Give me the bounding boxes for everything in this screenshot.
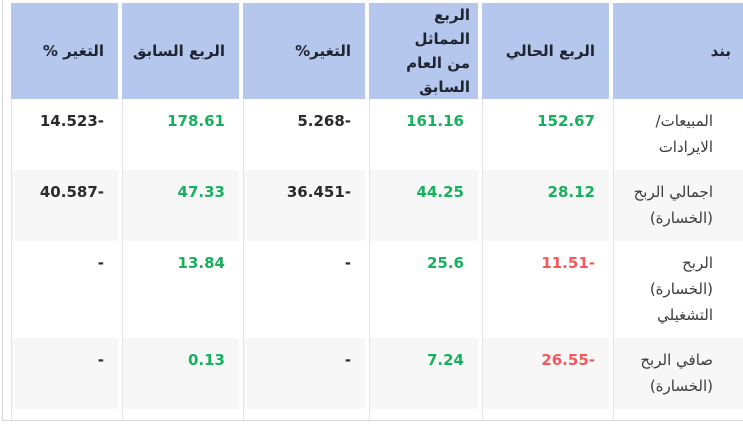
value-cell: -5.268: [243, 99, 365, 170]
table-row-operating-profit-loss: الربح (الخسارة) التشغيلي -11.51 25.6 - 1…: [11, 241, 743, 338]
table-row-net-profit-loss: صافي الربح (الخسارة) -26.55 7.24 - 0.13 …: [11, 338, 743, 409]
value-cell: -: [11, 409, 118, 420]
row-label: صافي الربح (الخسارة): [613, 338, 743, 409]
value-cell: -: [243, 338, 365, 409]
table-row-sales-revenues: المبيعات/ الايرادات 152.67 161.16 -5.268…: [11, 99, 743, 170]
table-row-gross-profit-loss: اجمالي الربح (الخسارة) 28.12 44.25 -36.4…: [11, 170, 743, 241]
value-cell: 0.89: [122, 409, 239, 420]
value-cell: 0.13: [122, 338, 239, 409]
value-cell: -14.523: [11, 99, 118, 170]
row-label: اجمالي الربح (الخسارة): [613, 170, 743, 241]
header-row: بند الربع الحالي الربع المماثل من العام …: [11, 3, 743, 99]
row-label: الربح (الخسارة) التشغيلي: [613, 241, 743, 338]
value-cell: 13.84: [122, 241, 239, 338]
value-cell: -26.55: [482, 338, 609, 409]
value-cell: 28.12: [482, 170, 609, 241]
column-header-change-percent-previous: التغير %: [11, 3, 118, 99]
value-cell: -11.51: [482, 241, 609, 338]
column-header-same-quarter-previous-year: الربع المماثل من العام السابق: [369, 3, 478, 99]
value-cell: -40.587: [11, 170, 118, 241]
value-cell: 25.6: [369, 241, 478, 338]
value-cell: -36.451: [243, 170, 365, 241]
value-cell: 44.25: [369, 170, 478, 241]
value-cell: 152.67: [482, 99, 609, 170]
value-cell: 7.24: [369, 338, 478, 409]
column-header-change-percent: التغير%: [243, 3, 365, 99]
column-header-current-quarter: الربع الحالي: [482, 3, 609, 99]
row-label: المبيعات/ الايرادات: [613, 99, 743, 170]
value-cell: -: [243, 241, 365, 338]
value-cell: -25.9: [482, 409, 609, 420]
quarterly-results-table: بند الربع الحالي الربع المماثل من العام …: [7, 3, 743, 420]
column-header-previous-quarter: الربع السابق: [122, 3, 239, 99]
row-label: اجمالي الدخل الشامل: [613, 409, 743, 420]
column-header-item: بند: [613, 3, 743, 99]
value-cell: -: [11, 241, 118, 338]
table-row-total-comprehensive-income: اجمالي الدخل الشامل -25.9 6.61 - 0.89 -: [11, 409, 743, 420]
value-cell: 161.16: [369, 99, 478, 170]
value-cell: -: [11, 338, 118, 409]
value-cell: 178.61: [122, 99, 239, 170]
value-cell: 47.33: [122, 170, 239, 241]
value-cell: 6.61: [369, 409, 478, 420]
value-cell: -: [243, 409, 365, 420]
